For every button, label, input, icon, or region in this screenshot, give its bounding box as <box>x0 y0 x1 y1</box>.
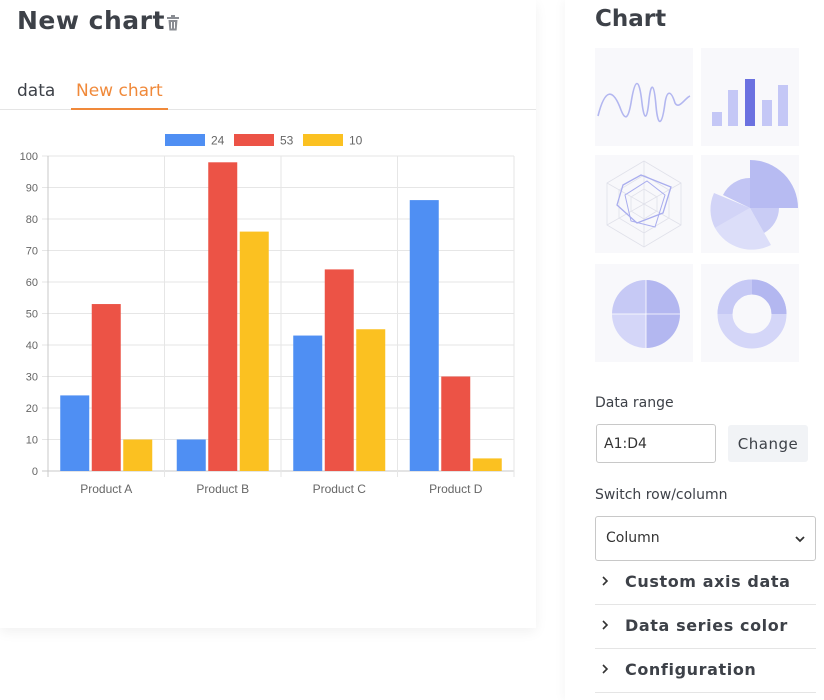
y-tick-label: 40 <box>26 340 38 352</box>
bar[interactable] <box>324 269 354 471</box>
legend-label[interactable]: 10 <box>349 134 363 148</box>
y-tick-label: 50 <box>26 309 38 321</box>
switch-row-column-select[interactable]: Column <box>595 516 816 561</box>
doughnut-chart-icon <box>717 279 787 349</box>
chevron-right-icon <box>602 664 609 674</box>
chart-editor-panel: New chart data New chart 0 10 20 30 40 50 60 70… <box>0 6 536 496</box>
bar[interactable] <box>356 329 386 471</box>
radar-chart-icon <box>606 160 682 248</box>
bar[interactable] <box>91 304 121 471</box>
sidebar-title: Chart <box>595 6 667 32</box>
x-tick-label: Product D <box>429 482 483 496</box>
y-tick-label: 0 <box>32 466 38 478</box>
line-chart-icon <box>597 82 691 123</box>
legend-label[interactable]: 24 <box>211 134 225 148</box>
y-tick-label: 100 <box>20 151 38 163</box>
legend-swatch[interactable] <box>165 134 205 146</box>
chart-type-polar-area[interactable] <box>701 155 799 253</box>
trash-icon[interactable] <box>166 15 180 31</box>
chart-type-bar[interactable] <box>701 48 799 146</box>
bar[interactable] <box>293 335 323 471</box>
x-tick-label: Product A <box>80 482 132 496</box>
page-title: New chart <box>17 6 165 35</box>
bar[interactable] <box>60 395 90 471</box>
data-range-label: Data range <box>595 395 674 411</box>
section-label: Configuration <box>625 660 757 679</box>
y-tick-label: 20 <box>26 403 38 415</box>
polar-area-chart-icon <box>710 160 798 250</box>
legend-label[interactable]: 53 <box>280 134 294 148</box>
tab-bar: data New chart <box>0 76 536 110</box>
chart-type-line[interactable] <box>595 48 693 146</box>
tab-new-chart[interactable]: New chart <box>71 81 168 110</box>
chart-type-pie[interactable] <box>595 264 693 362</box>
legend-swatch[interactable] <box>303 134 343 146</box>
chevron-right-icon <box>602 620 609 630</box>
section-label: Data series color <box>625 616 788 635</box>
pie-chart-icon <box>612 280 680 348</box>
bar[interactable] <box>208 162 238 472</box>
y-tick-label: 90 <box>26 183 38 195</box>
chart-settings-panel: Chart <box>565 0 824 700</box>
legend-swatch[interactable] <box>234 134 274 146</box>
x-tick-label: Product C <box>313 482 367 496</box>
section-custom-axis-data[interactable]: Custom axis data <box>595 571 816 605</box>
bar[interactable] <box>472 458 502 471</box>
bar-chart-icon <box>712 79 788 126</box>
bar[interactable] <box>123 439 153 472</box>
y-tick-label: 60 <box>26 277 38 289</box>
y-tick-label: 30 <box>26 372 38 384</box>
x-tick-label: Product B <box>196 482 249 496</box>
switch-row-column-label: Switch row/column <box>595 487 728 503</box>
select-value: Column <box>606 530 660 546</box>
bar[interactable] <box>441 376 471 472</box>
y-tick-label: 80 <box>26 214 38 226</box>
data-range-input[interactable] <box>596 424 716 463</box>
bar[interactable] <box>239 231 269 471</box>
tab-data[interactable]: data <box>17 81 56 101</box>
chart-type-doughnut[interactable] <box>701 264 799 362</box>
y-tick-label: 70 <box>26 246 38 258</box>
y-tick-label: 10 <box>26 435 38 447</box>
chevron-right-icon <box>602 576 609 586</box>
bar[interactable] <box>176 439 206 472</box>
bar-chart: 0 10 20 30 40 50 60 70 80 90 100 Product A Product B… <box>20 134 515 496</box>
section-configuration[interactable]: Configuration <box>595 659 816 693</box>
change-range-button[interactable]: Change <box>728 425 808 462</box>
chevron-down-icon <box>795 536 805 543</box>
section-data-series-color[interactable]: Data series color <box>595 615 816 649</box>
bar[interactable] <box>409 200 439 471</box>
section-label: Custom axis data <box>625 572 791 591</box>
chart-type-radar[interactable] <box>595 155 693 253</box>
